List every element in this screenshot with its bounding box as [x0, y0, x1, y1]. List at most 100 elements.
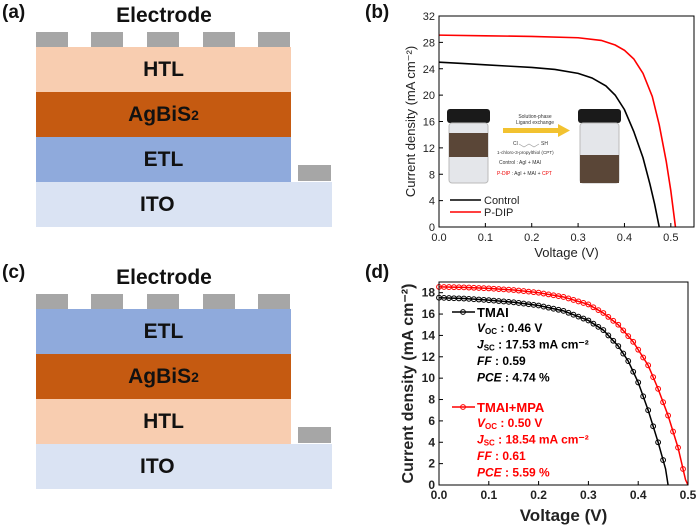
stat-value: : 4.74 % [502, 371, 550, 385]
stat-text: PCE : 4.74 % [477, 371, 550, 385]
y-tick-label: 0 [429, 222, 435, 234]
legend-label-p-dip: P-DIP [484, 207, 513, 219]
y-tick-label: 14 [422, 328, 436, 342]
electrode-contact [91, 32, 123, 47]
legend-label: TMAI [477, 305, 509, 320]
y-tick-label: 16 [423, 117, 435, 129]
stat-text: PCE : 5.59 % [477, 466, 550, 480]
stat-subscript: SC [484, 439, 495, 448]
stat-value: : 0.50 V [497, 416, 542, 430]
data-point [595, 307, 602, 314]
x-tick-label: 0.1 [480, 488, 497, 502]
data-point [570, 311, 577, 318]
stat-symbol: J [477, 338, 484, 352]
data-point [645, 362, 652, 369]
series-line-p-dip [438, 34, 677, 228]
stat-value: : 18.54 mA cm⁻² [495, 433, 589, 447]
inset-text: : AgI + MAI + [510, 171, 542, 177]
data-point [620, 327, 627, 334]
inset-text: 1-chloro-3-propylthiol (CPT) [497, 150, 554, 155]
y-axis-label: Current density (mA cm⁻²) [400, 284, 417, 484]
data-point [570, 297, 577, 303]
data-point [655, 439, 662, 446]
data-point [605, 314, 612, 320]
x-axis-label: Voltage (V) [520, 506, 608, 525]
data-point [625, 358, 632, 364]
y-tick-label: 6 [428, 414, 435, 428]
inset-text-red: CPT [542, 171, 552, 177]
layer-htl: HTL [36, 47, 291, 92]
layer-ito: ITO [36, 444, 332, 489]
panel-label-a: (a) [2, 2, 26, 23]
data-point [565, 309, 572, 316]
y-tick-label: 20 [423, 90, 435, 102]
electrode-contact [36, 32, 68, 47]
chart-b: 0.0 0.1 0.2 0.3 0.4 0.5 0 4 8 12 16 20 24 28 32 Voltage… [403, 11, 695, 260]
layer-label: AgBiS [128, 364, 192, 388]
data-point [565, 295, 572, 302]
ito-contact [298, 165, 331, 181]
inset-text: Solution-phase [518, 114, 552, 120]
x-tick-label: 0.3 [580, 488, 597, 502]
data-point [650, 374, 657, 380]
inset-text: SH [541, 141, 548, 147]
data-point [635, 346, 642, 353]
electrode-contact [91, 294, 123, 309]
chart-d: 0.0 0.1 0.2 0.3 0.4 0.5 0 2 4 6 8 10 12 14 16 18 Voltage… [400, 281, 697, 525]
data-point [640, 354, 647, 361]
layer-label-subscript: 2 [191, 368, 199, 385]
layer-etl: ETL [36, 137, 291, 182]
arrow-shaft [503, 128, 558, 133]
y-tick-label: 2 [428, 457, 435, 471]
stat-value: : 0.59 [492, 354, 526, 368]
layer-label: ETL [143, 319, 184, 343]
vial-cap [447, 109, 490, 123]
plot-frame [438, 15, 695, 228]
legend-label: TMAI+MPA [477, 400, 545, 415]
vial-liquid [449, 133, 488, 157]
arrow-head [558, 124, 570, 137]
inset-text: Control : AgI + MAI [499, 160, 541, 166]
stat-text: JSC : 18.54 mA cm⁻² [477, 433, 589, 448]
inset-text: P-DIP : AgI + MAI + CPT [497, 171, 552, 177]
data-point [560, 294, 567, 300]
ligand-structure [518, 143, 540, 148]
electrode-contact [203, 32, 235, 47]
data-point [620, 350, 627, 357]
data-point [560, 307, 567, 314]
panel-label-b: (b) [365, 2, 390, 23]
stat-value: : 5.59 % [502, 466, 550, 480]
x-tick-label: 0.0 [431, 232, 446, 244]
data-point [645, 407, 652, 414]
layer-label: ITO [140, 192, 175, 216]
series-line-control [438, 61, 661, 228]
stat-value: : 0.46 V [497, 321, 542, 335]
data-point [625, 333, 632, 340]
data-point [630, 368, 637, 375]
legend-marker [460, 309, 466, 315]
stat-subscript: SC [484, 344, 495, 353]
data-point [610, 317, 617, 324]
x-tick-label: 0.5 [663, 232, 678, 244]
series-line-tmai [438, 296, 669, 486]
layer-ito: ITO [36, 182, 332, 227]
data-point [640, 393, 647, 400]
stat-symbol: FF [477, 449, 492, 463]
layer-agbis: AgBiS 2 [36, 92, 291, 137]
data-point [580, 300, 587, 306]
y-tick-label: 8 [429, 169, 435, 181]
stat-symbol: V [477, 416, 486, 430]
x-tick-label: 0.5 [680, 488, 697, 502]
layer-label-subscript: 2 [191, 106, 199, 123]
data-point [615, 321, 622, 328]
x-tick-label: 0.3 [570, 232, 585, 244]
legend-marker [460, 404, 466, 410]
electrode-contact [147, 32, 179, 47]
layer-label: AgBiS [128, 102, 192, 126]
inset-text: Ligand exchange [516, 120, 554, 126]
data-point [660, 457, 666, 463]
layer-label: ITO [140, 454, 175, 478]
stat-symbol: V [477, 321, 486, 335]
